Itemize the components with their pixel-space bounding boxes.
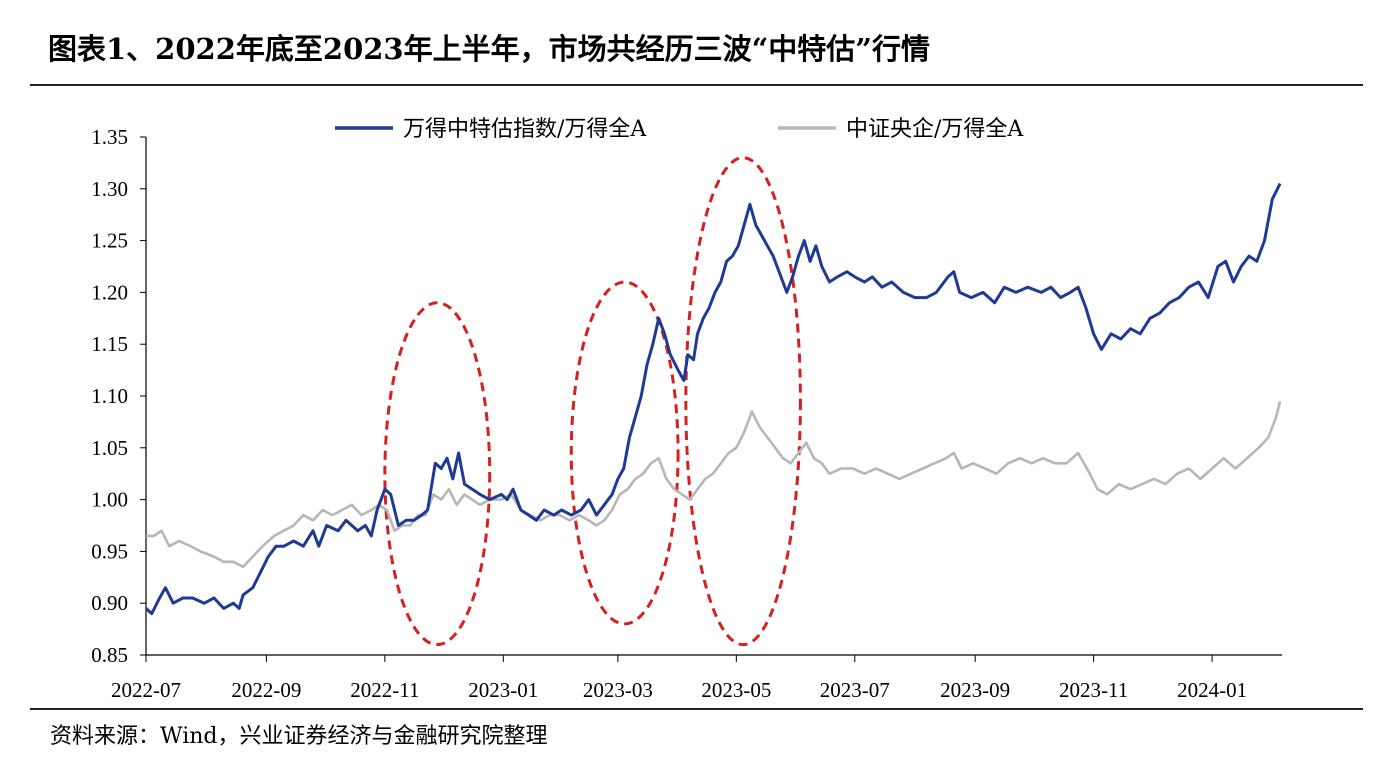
x-tick-label: 2023-05: [701, 678, 771, 702]
x-tick-label: 2022-11: [350, 678, 419, 702]
x-tick-label: 2024-01: [1177, 678, 1247, 702]
y-tick-label: 1.10: [91, 384, 128, 408]
chart-title: 图表1、2022年底至2023年上半年，市场共经历三波“中特估”行情: [48, 32, 930, 66]
x-tick-label: 2022-07: [111, 678, 181, 702]
x-tick-label: 2023-11: [1059, 678, 1128, 702]
y-tick-label: 0.85: [91, 643, 128, 667]
y-tick-label: 0.90: [91, 591, 128, 615]
y-tick-label: 1.00: [91, 488, 128, 512]
y-tick-label: 1.20: [91, 280, 128, 304]
chart-series: [144, 182, 1282, 616]
highlight-ellipse-3: [684, 156, 802, 647]
bottom-rule: [30, 708, 1363, 710]
series-line-2: [146, 400, 1282, 569]
chart-legend: 万得中特估指数/万得全A 中证央企/万得全A: [335, 117, 1024, 142]
x-tick-label: 2022-09: [231, 678, 301, 702]
highlight-ellipse-1: [383, 301, 492, 647]
y-tick-label: 1.25: [91, 229, 128, 253]
chart-axes: 1.35 1.30 1.25 1.20 1.15 1.10 1.05 1.00 0.95 0.90…: [91, 125, 1282, 702]
chart-annotations: [383, 156, 802, 647]
x-tick-label: 2023-07: [820, 678, 890, 702]
y-tick-label: 0.95: [91, 539, 128, 563]
x-tick-label: 2023-03: [583, 678, 653, 702]
top-rule: [30, 84, 1363, 86]
series-line-1: [144, 182, 1282, 616]
y-tick-label: 1.15: [91, 332, 128, 356]
highlight-ellipse-2: [569, 280, 680, 626]
source-note: 资料来源：Wind，兴业证券经济与金融研究院整理: [50, 724, 548, 749]
legend-label-2: 中证央企/万得全A: [846, 117, 1024, 142]
x-tick-label: 2023-01: [468, 678, 538, 702]
x-tick-label: 2023-09: [940, 678, 1010, 702]
y-tick-label: 1.05: [91, 436, 128, 460]
y-tick-label: 1.30: [91, 177, 128, 201]
y-tick-label: 1.35: [91, 125, 128, 149]
legend-label-1: 万得中特估指数/万得全A: [403, 117, 647, 142]
